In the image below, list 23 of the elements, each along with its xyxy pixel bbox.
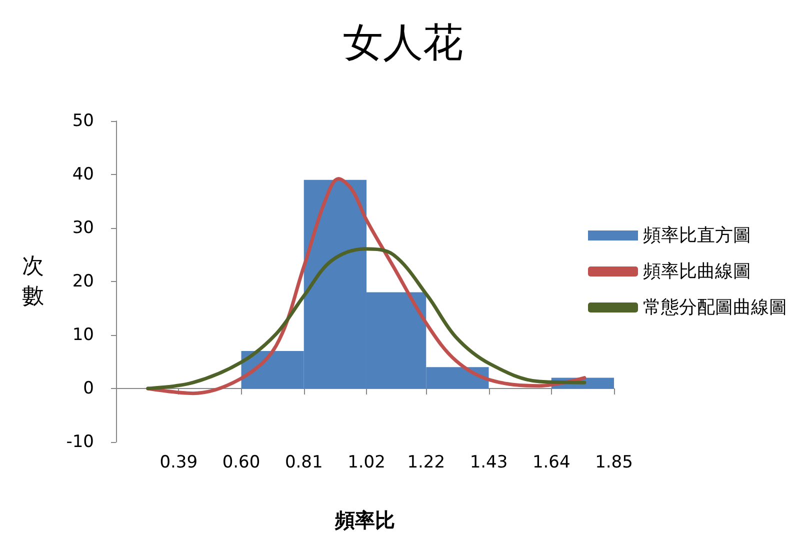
x-tick-label: 1.43 [470,452,508,472]
y-tick-label: 40 [72,164,94,184]
line-series [146,247,586,390]
y-axis-title: 次數 [22,254,44,309]
chart-title: 女人花 [343,20,463,66]
line-series [146,177,586,396]
legend-label: 常態分配圖曲線圖 [643,297,787,318]
y-tick-label: -10 [66,432,94,452]
x-tick-label: 0.60 [222,452,260,472]
x-axis-title: 頻率比 [334,508,395,532]
x-tick-label: 1.22 [407,452,446,472]
y-tick-label: 20 [72,272,94,292]
x-tick-label: 0.39 [160,452,198,472]
y-tick-label: 30 [72,218,94,238]
x-tick-label: 1.85 [595,452,633,472]
legend-label: 頻率比曲線圖 [643,261,751,282]
legend-label: 頻率比直方圖 [643,225,751,246]
x-tick-label: 1.64 [532,452,570,472]
x-tick-label: 0.81 [284,452,323,472]
y-tick-label: 50 [72,111,94,131]
x-tick-label: 1.02 [348,452,386,472]
y-tick-label: 0 [83,378,94,398]
y-tick-label: 10 [72,325,94,345]
